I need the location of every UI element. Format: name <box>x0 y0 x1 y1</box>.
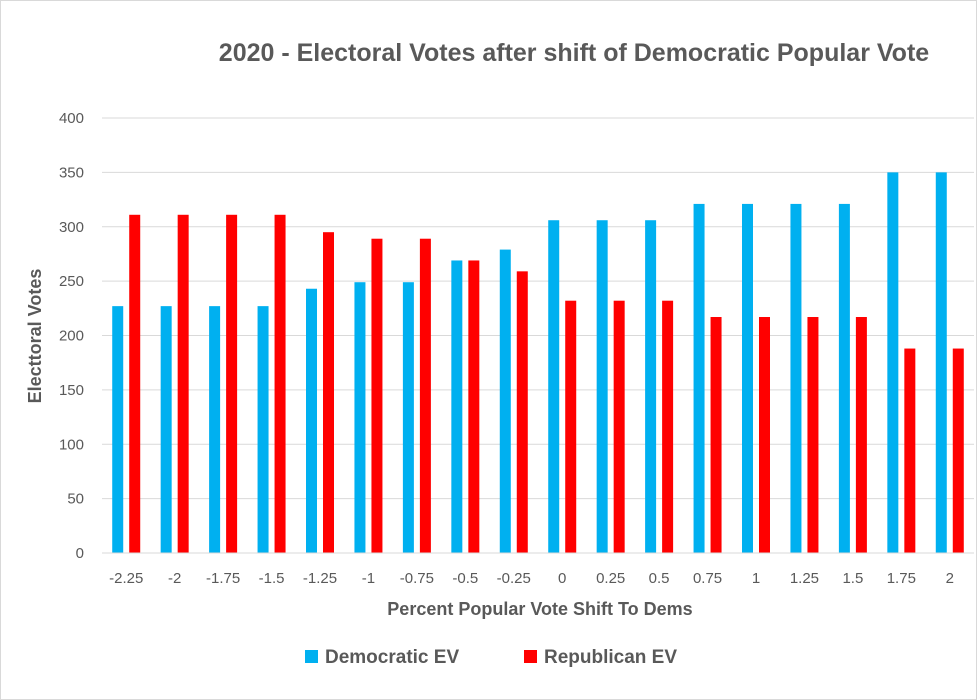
republican-ev-bar <box>371 238 383 553</box>
y-tick-label: 250 <box>59 273 84 290</box>
legend-label-republican: Republican EV <box>544 647 677 668</box>
democratic-ev-bar <box>887 172 899 553</box>
y-tick-label: 0 <box>76 545 84 562</box>
democratic-ev-bar <box>548 220 560 553</box>
chart-title: 2020 - Electoral Votes after shift of De… <box>219 39 929 67</box>
democratic-ev-bar <box>742 203 753 553</box>
legend: Democratic EV Republican EV <box>305 647 677 668</box>
x-tick-label: -1.75 <box>206 570 240 587</box>
democratic-ev-bar <box>306 288 317 553</box>
democratic-ev-bar <box>112 306 124 553</box>
democratic-ev-bar <box>499 249 511 553</box>
legend-label-democratic: Democratic EV <box>325 647 459 668</box>
x-tick-label: 0 <box>558 570 566 587</box>
legend-swatch-republican <box>524 650 537 663</box>
republican-ev-bar <box>613 300 625 553</box>
x-tick-label: 1.5 <box>842 570 863 587</box>
republican-ev-bar <box>468 260 480 553</box>
x-tick-label: -0.5 <box>452 570 478 587</box>
y-tick-label: 400 <box>59 110 84 127</box>
democratic-ev-bar <box>645 220 657 553</box>
republican-ev-bar <box>662 300 674 553</box>
x-tick-label: -0.25 <box>497 570 531 587</box>
y-tick-label: 200 <box>59 328 84 345</box>
republican-ev-bar <box>516 271 528 553</box>
x-tick-label: -1 <box>362 570 375 587</box>
y-axis-tick-labels: 0 50 100 150 200 250 300 350 400 <box>59 110 84 562</box>
republican-ev-bar <box>807 317 819 553</box>
democratic-ev-bar <box>935 172 947 553</box>
y-axis-title: Electtoral Votes <box>25 269 45 404</box>
democratic-ev-bar <box>790 203 802 553</box>
y-tick-label: 350 <box>59 164 84 181</box>
x-tick-label: 1.25 <box>790 570 819 587</box>
x-tick-label: 0.5 <box>649 570 670 587</box>
democratic-ev-bar <box>596 220 608 553</box>
republican-ev-bar <box>419 238 431 553</box>
republican-ev-bar <box>274 214 286 553</box>
bars <box>112 172 964 553</box>
republican-ev-bar <box>710 317 722 553</box>
x-tick-label: -0.75 <box>400 570 434 587</box>
democratic-ev-bar <box>402 282 414 553</box>
republican-ev-bar <box>759 317 770 553</box>
x-tick-label: 0.25 <box>596 570 625 587</box>
x-tick-label: -1.25 <box>303 570 337 587</box>
x-tick-label: -2.25 <box>109 570 143 587</box>
republican-ev-bar <box>904 348 916 553</box>
legend-swatch-democratic <box>305 650 318 663</box>
x-tick-label: 0.75 <box>693 570 722 587</box>
x-tick-label: -2 <box>168 570 181 587</box>
x-tick-label: 1.75 <box>887 570 916 587</box>
republican-ev-bar <box>129 214 141 553</box>
democratic-ev-bar <box>451 260 463 553</box>
x-tick-label: 1 <box>752 570 760 587</box>
y-tick-label: 100 <box>59 436 84 453</box>
gridlines <box>102 117 974 500</box>
democratic-ev-bar <box>693 203 705 553</box>
x-tick-label: -1.5 <box>259 570 285 587</box>
democratic-ev-bar <box>838 203 850 553</box>
republican-ev-bar <box>323 232 334 553</box>
democratic-ev-bar <box>354 282 366 553</box>
republican-ev-bar <box>565 300 577 553</box>
y-tick-label: 300 <box>59 219 84 236</box>
democratic-ev-bar <box>160 306 172 553</box>
x-axis-tick-labels: -2.25 -2 -1.75 -1.5 -1.25 -1 -0.75 -0.5 -0.25 0 0.… <box>109 570 954 587</box>
republican-ev-bar <box>952 348 964 553</box>
y-tick-label: 50 <box>67 491 84 508</box>
republican-ev-bar <box>855 317 867 553</box>
y-tick-label: 150 <box>59 382 84 399</box>
x-tick-label: 2 <box>946 570 954 587</box>
democratic-ev-bar <box>257 306 269 553</box>
democratic-ev-bar <box>209 306 221 553</box>
republican-ev-bar <box>226 214 238 553</box>
x-axis-title: Percent Popular Vote Shift To Dems <box>387 599 692 619</box>
republican-ev-bar <box>177 214 189 553</box>
